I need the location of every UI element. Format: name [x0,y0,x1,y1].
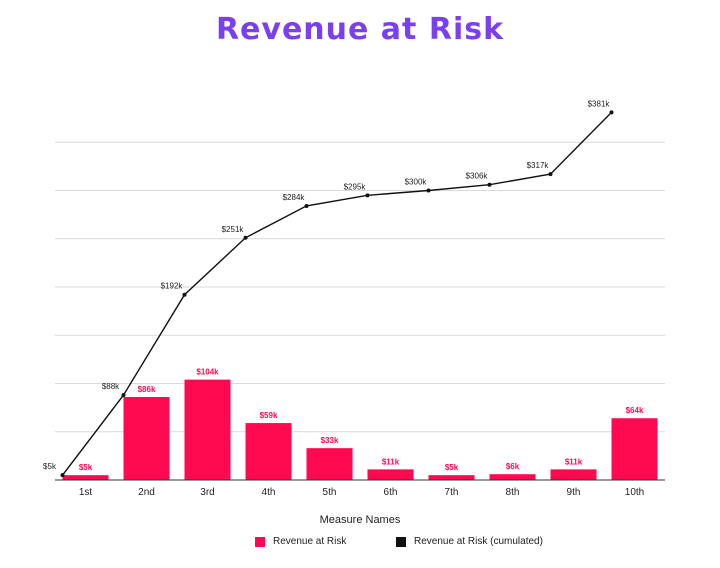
legend-label-line: Revenue at Risk (cumulated) [414,536,543,547]
bar-4th [245,423,292,480]
line-point-6th [365,193,370,198]
bar-1st [62,475,109,480]
bar-series: $5k $86k $104k $59k $33k $11k $5k $6k $11k $64k [62,368,658,480]
x-tick-label-9th: 9th [567,487,581,498]
bar-label-2nd: $86k [138,385,156,394]
cumulative-line [61,111,612,476]
legend-swatch-line [396,536,406,547]
x-axis: 1st 2nd 3rd 4th 5th 6th 7th 8th 9th 10th [55,479,665,498]
line-label-2nd: $88k [102,382,120,391]
line-point-1st [60,473,65,478]
bar-2nd [123,397,170,480]
line-label-6th: $295k [344,182,367,191]
line-label-9th: $317k [527,161,550,170]
line-label-7th: $300k [405,178,428,187]
x-tick-label-6th: 6th [384,487,398,498]
bar-9th [550,469,597,480]
bar-label-9th: $11k [565,457,583,466]
line-point-5th [304,203,309,208]
bar-label-3rd: $104k [196,368,219,377]
bar-7th [428,475,475,480]
bar-label-10th: $64k [626,406,644,415]
line-label-1st: $5k [43,462,57,471]
line-point-8th [487,182,492,187]
line-point-3rd [182,292,187,297]
x-tick-label-1st: 1st [79,487,93,498]
chart-title: Revenue at Risk [215,12,505,47]
legend-label-bars: Revenue at Risk [273,536,347,547]
x-tick-label-8th: 8th [506,487,520,498]
x-tick-label-3rd: 3rd [200,487,214,498]
x-tick-label-5th: 5th [323,487,337,498]
legend-item-line[interactable]: Revenue at Risk (cumulated) [396,536,543,547]
cumulative-line-series: $5k $88k $192k $251k $284k $295k $300k $306k $31… [43,99,614,478]
line-label-10th: $381k [588,99,611,108]
x-axis-title: Measure Names [319,514,401,526]
x-tick-label-7th: 7th [445,487,459,498]
x-tick-label-2nd: 2nd [138,487,155,498]
line-point-9th [548,172,553,177]
legend-item-bars[interactable]: Revenue at Risk [255,536,346,547]
bar-label-4th: $59k [260,411,278,420]
line-point-4th [243,235,248,240]
bar-label-8th: $6k [506,462,520,471]
bar-10th [611,418,658,480]
line-label-4th: $251k [222,225,245,234]
line-label-3rd: $192k [161,282,184,291]
x-tick-label-4th: 4th [262,487,276,498]
bar-8th [489,474,536,480]
bar-label-1st: $5k [79,463,93,472]
bar-5th [306,448,353,480]
legend-swatch-bars [255,536,265,547]
legend: Revenue at Risk Revenue at Risk (cumulat… [0,536,720,552]
line-label-5th: $284k [283,193,306,202]
bar-label-7th: $5k [445,463,459,472]
chart-plot: $5k $86k $104k $59k $33k $11k $5k $6k $11k $64k $… [43,99,665,498]
bar-6th [367,469,414,480]
line-label-8th: $306k [466,172,489,181]
bar-3rd [184,379,231,480]
bar-label-6th: $11k [382,457,400,466]
line-point-10th [609,110,614,115]
bar-label-5th: $33k [321,436,339,445]
line-point-7th [426,188,431,193]
x-tick-label-10th: 10th [625,487,644,498]
line-point-2nd [121,393,126,398]
